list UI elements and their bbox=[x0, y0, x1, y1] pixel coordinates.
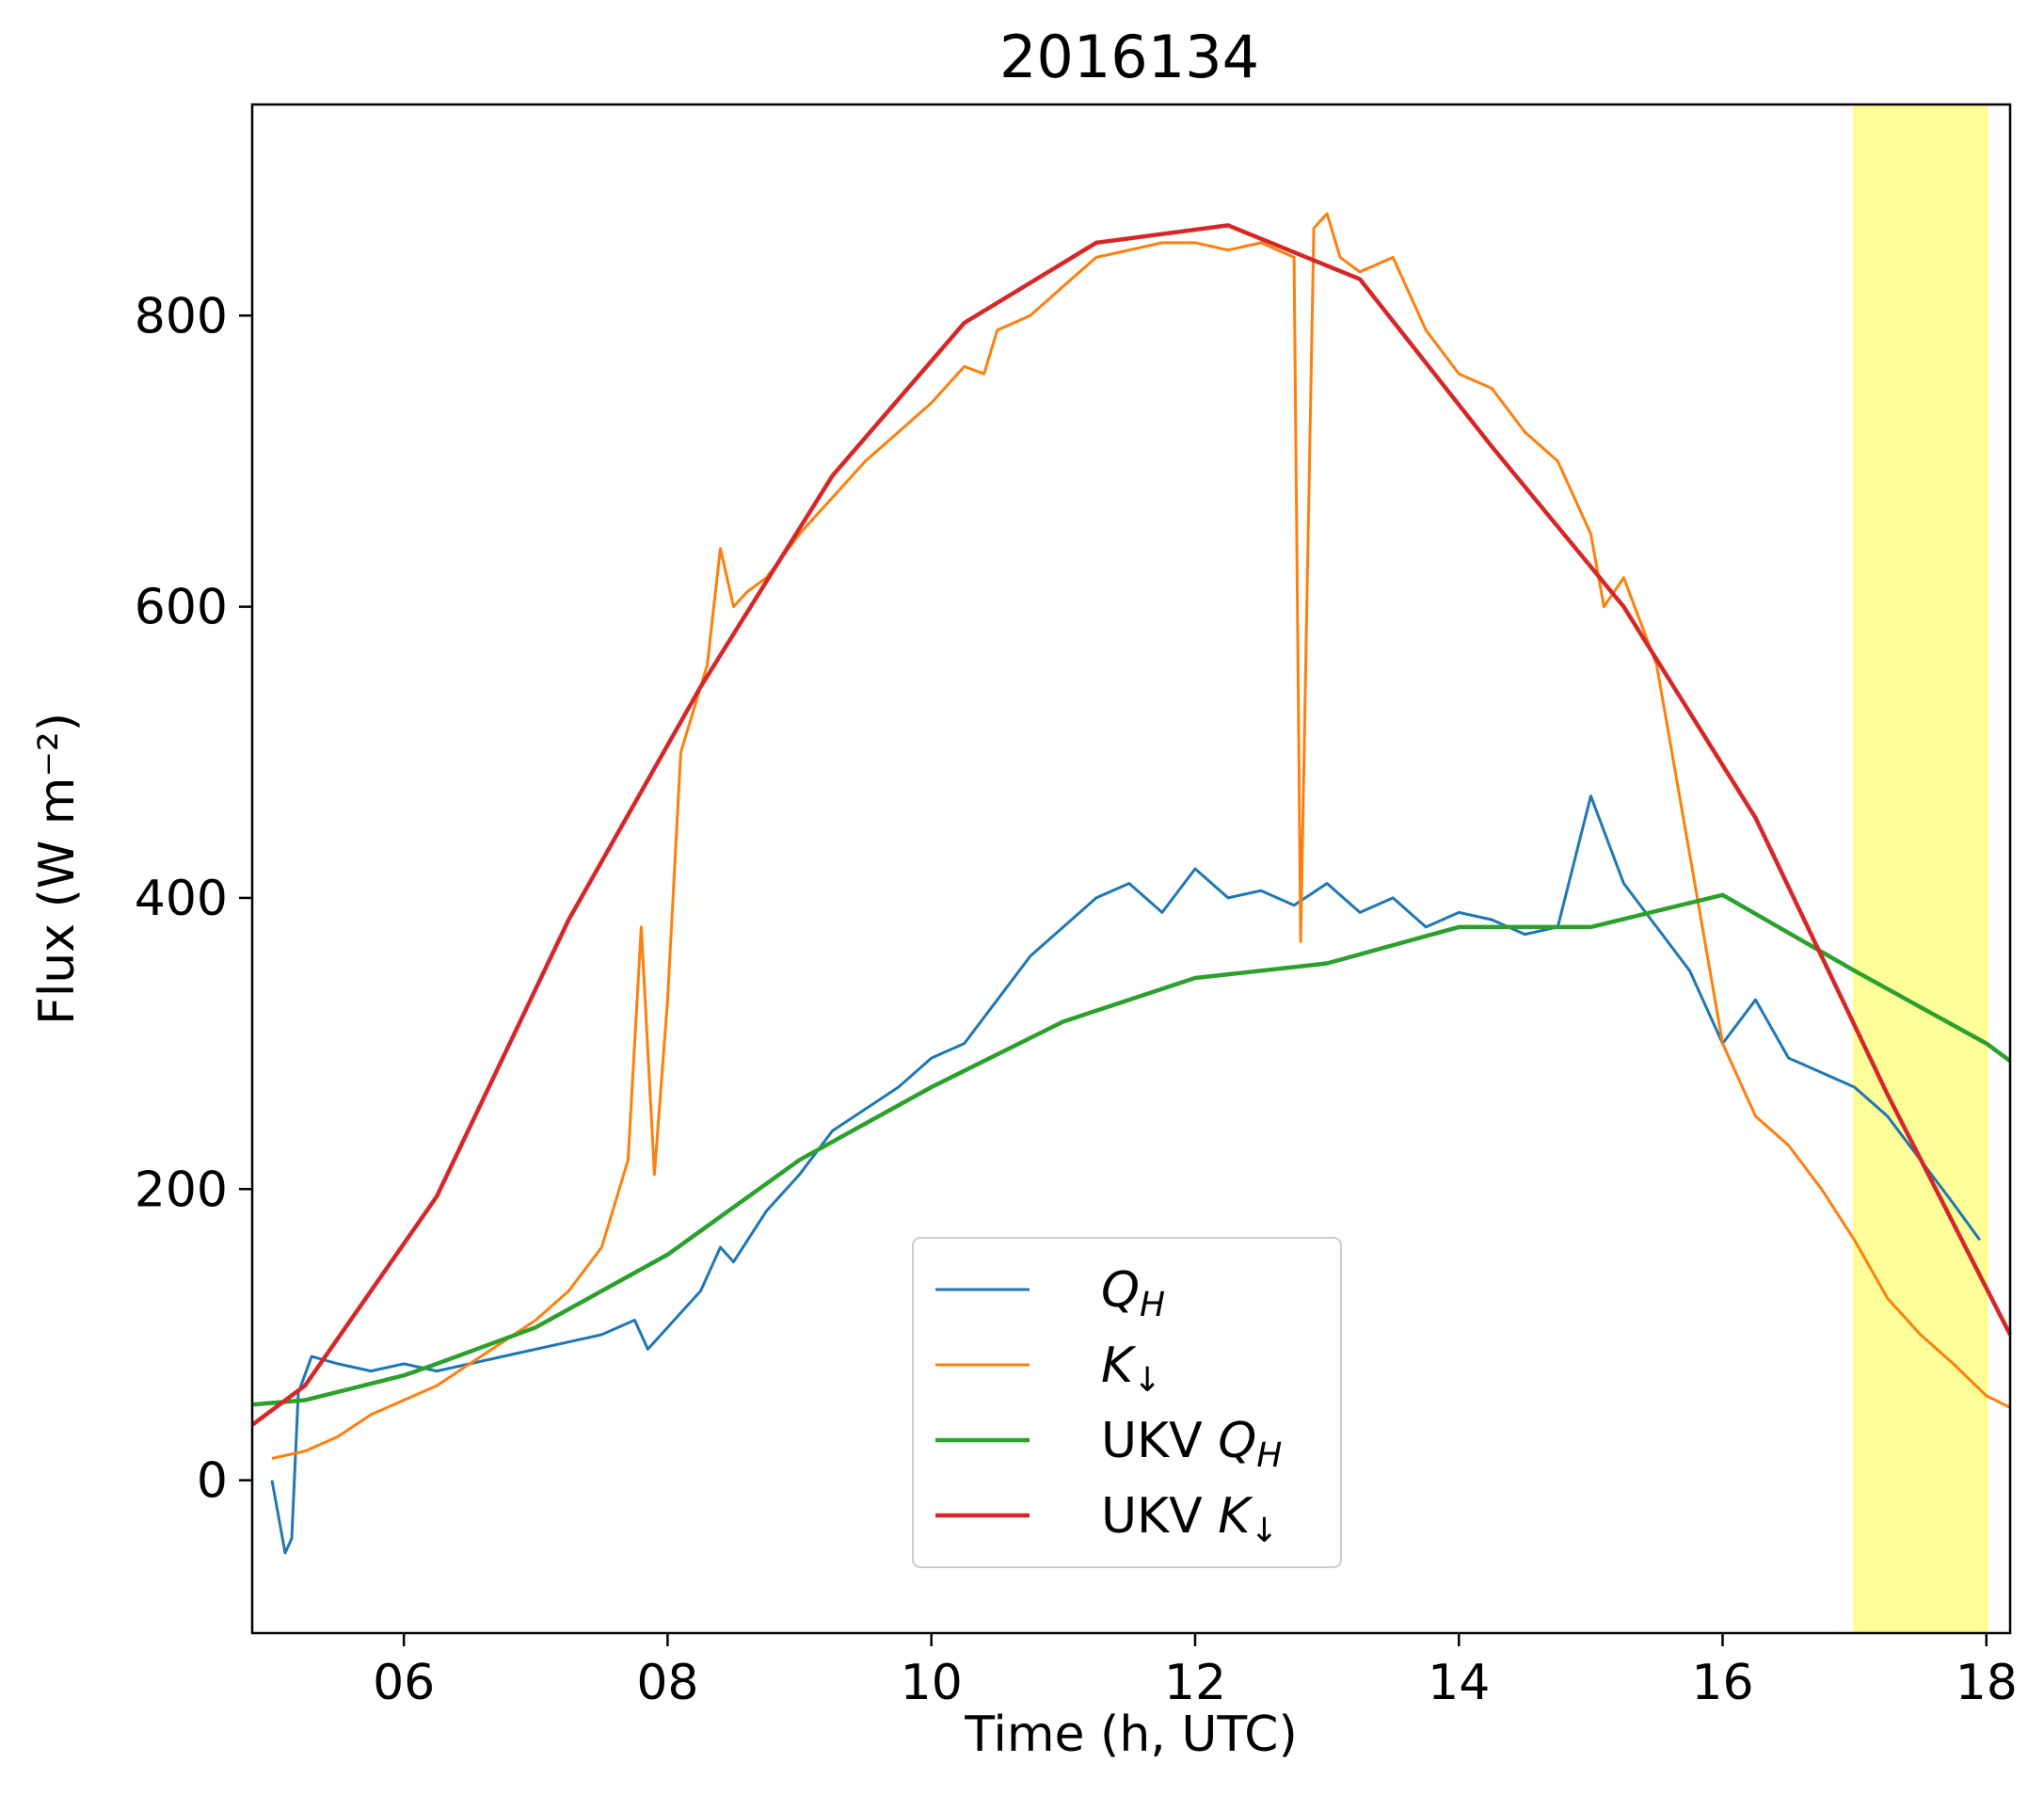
legend: QH K↓ UKV QH UKV K↓ bbox=[912, 1237, 1342, 1568]
x-tick-label: 10 bbox=[901, 1655, 963, 1711]
x-tick-label: 18 bbox=[1956, 1655, 2018, 1711]
legend-box bbox=[912, 1237, 1342, 1568]
legend-label: UKV K↓ bbox=[1101, 1488, 1279, 1550]
plot-frame bbox=[250, 103, 2012, 1635]
series-line-0 bbox=[270, 794, 1982, 1555]
x-tick-label: 14 bbox=[1428, 1655, 1490, 1711]
series-layer bbox=[250, 212, 2013, 1555]
x-axis: 06 08 10 12 14 16 18 bbox=[373, 1633, 2018, 1711]
legend-label: K↓ bbox=[1101, 1338, 1161, 1400]
y-tick-label: 200 bbox=[135, 1162, 228, 1218]
y-tick-label: 0 bbox=[197, 1453, 228, 1510]
x-axis-label: Time (h, UTC) bbox=[964, 1707, 1297, 1763]
y-tick-label: 400 bbox=[135, 871, 228, 927]
y-tick-label: 800 bbox=[135, 288, 228, 345]
y-axis-label: Flux (W m⁻²) bbox=[29, 713, 86, 1025]
highlight-band bbox=[1853, 104, 1988, 1634]
chart-title: 2016134 bbox=[999, 23, 1259, 91]
x-tick-label: 16 bbox=[1691, 1655, 1753, 1711]
x-tick-label: 06 bbox=[373, 1655, 435, 1711]
series-line-1 bbox=[271, 212, 2011, 1460]
x-tick-label: 12 bbox=[1164, 1655, 1226, 1711]
series-line-2 bbox=[251, 892, 2012, 1407]
shaded-region bbox=[1853, 104, 1988, 1634]
y-tick-label: 600 bbox=[135, 580, 228, 636]
x-tick-label: 08 bbox=[636, 1655, 698, 1711]
series-line-3 bbox=[250, 223, 2013, 1427]
legend-label: QH bbox=[1101, 1262, 1165, 1324]
legend-label: UKV QH bbox=[1101, 1413, 1282, 1475]
y-axis: 0 200 400 600 800 bbox=[135, 288, 252, 1510]
